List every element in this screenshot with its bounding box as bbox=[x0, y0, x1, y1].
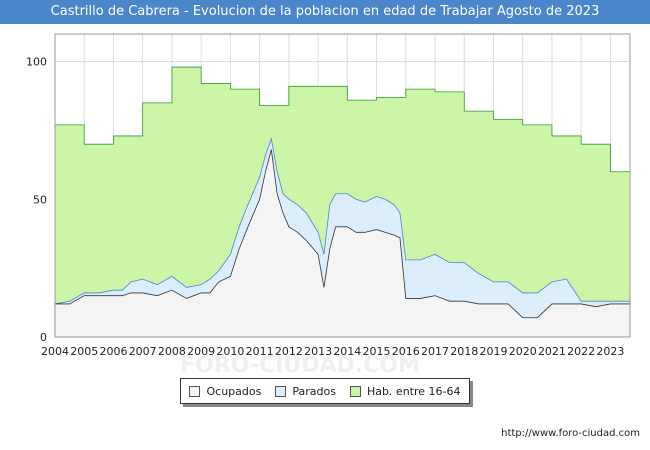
series-line-parados bbox=[54, 137, 630, 305]
y-tick-label-0: 0 bbox=[40, 331, 47, 344]
x-tick-label-2015: 2015 bbox=[363, 345, 391, 358]
x-tick-label-2013: 2013 bbox=[304, 345, 332, 358]
legend-swatch-ocupados bbox=[189, 385, 201, 397]
legend-swatch-hab bbox=[349, 385, 361, 397]
x-tick-label-2009: 2009 bbox=[187, 345, 215, 358]
legend-item-ocupados: Ocupados bbox=[189, 385, 261, 398]
x-tick-label-2007: 2007 bbox=[129, 345, 157, 358]
x-tick-label-2023: 2023 bbox=[596, 345, 624, 358]
legend: Ocupados Parados Hab. entre 16-64 bbox=[180, 378, 470, 404]
legend-item-parados: Parados bbox=[275, 385, 336, 398]
series-line-hab-entre-16-64 bbox=[55, 66, 630, 173]
legend-swatch-parados bbox=[275, 385, 287, 397]
x-tick-label-2018: 2018 bbox=[450, 345, 478, 358]
x-tick-label-2006: 2006 bbox=[99, 345, 127, 358]
legend-label-ocupados: Ocupados bbox=[206, 384, 262, 398]
x-tick-label-2005: 2005 bbox=[70, 345, 98, 358]
x-tick-label-2019: 2019 bbox=[479, 345, 507, 358]
watermark: FORO-CIUDAD.COM bbox=[180, 353, 420, 378]
chart-title: Castrillo de Cabrera - Evolucion de la p… bbox=[0, 0, 650, 24]
x-tick-label-2022: 2022 bbox=[567, 345, 595, 358]
legend-label-parados: Parados bbox=[292, 384, 336, 398]
legend-item-hab: Hab. entre 16-64 bbox=[349, 384, 461, 398]
series-area-ocupados bbox=[55, 149, 630, 337]
y-tick-label-50: 50 bbox=[33, 193, 47, 206]
x-tick-label-2010: 2010 bbox=[216, 345, 244, 358]
x-tick-label-2011: 2011 bbox=[246, 345, 274, 358]
x-tick-label-2008: 2008 bbox=[158, 345, 186, 358]
x-tick-label-2004: 2004 bbox=[41, 345, 69, 358]
footer-url[interactable]: http://www.foro-ciudad.com bbox=[501, 428, 640, 439]
plot-border bbox=[54, 33, 631, 338]
x-tick-label-2021: 2021 bbox=[538, 345, 566, 358]
x-tick-label-2017: 2017 bbox=[421, 345, 449, 358]
x-tick-label-2014: 2014 bbox=[333, 345, 361, 358]
x-tick-label-2016: 2016 bbox=[392, 345, 420, 358]
legend-label-hab: Hab. entre 16-64 bbox=[366, 384, 461, 398]
y-tick-label-100: 100 bbox=[26, 56, 47, 69]
series-line-ocupados bbox=[55, 149, 630, 319]
x-tick-label-2020: 2020 bbox=[509, 345, 537, 358]
x-tick-label-2012: 2012 bbox=[275, 345, 303, 358]
